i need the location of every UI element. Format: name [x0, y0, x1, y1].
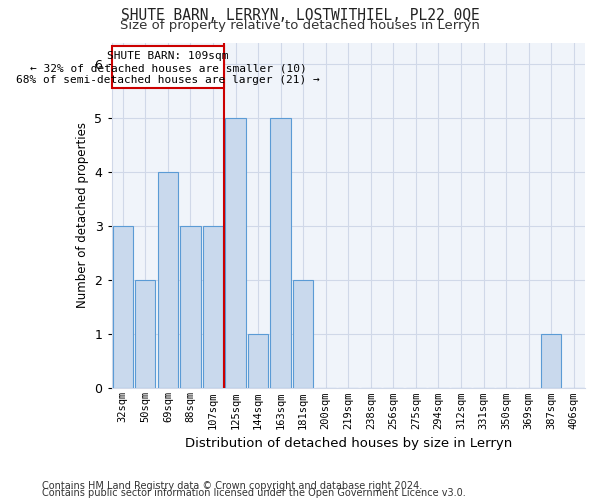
- Bar: [293, 280, 313, 388]
- Bar: [135, 280, 155, 388]
- Bar: [203, 226, 223, 388]
- Bar: [180, 226, 200, 388]
- Text: 68% of semi-detached houses are larger (21) →: 68% of semi-detached houses are larger (…: [16, 75, 320, 85]
- Bar: [271, 118, 291, 388]
- Text: ← 32% of detached houses are smaller (10): ← 32% of detached houses are smaller (10…: [29, 63, 306, 73]
- Y-axis label: Number of detached properties: Number of detached properties: [76, 122, 89, 308]
- Bar: [541, 334, 562, 388]
- Bar: [113, 226, 133, 388]
- X-axis label: Distribution of detached houses by size in Lerryn: Distribution of detached houses by size …: [185, 437, 512, 450]
- Bar: [226, 118, 245, 388]
- Bar: [158, 172, 178, 388]
- Text: Size of property relative to detached houses in Lerryn: Size of property relative to detached ho…: [120, 18, 480, 32]
- FancyBboxPatch shape: [112, 46, 224, 88]
- Text: SHUTE BARN, LERRYN, LOSTWITHIEL, PL22 0QE: SHUTE BARN, LERRYN, LOSTWITHIEL, PL22 0Q…: [121, 8, 479, 22]
- Text: Contains public sector information licensed under the Open Government Licence v3: Contains public sector information licen…: [42, 488, 466, 498]
- Text: SHUTE BARN: 109sqm: SHUTE BARN: 109sqm: [107, 50, 229, 60]
- Text: Contains HM Land Registry data © Crown copyright and database right 2024.: Contains HM Land Registry data © Crown c…: [42, 481, 422, 491]
- Bar: [248, 334, 268, 388]
